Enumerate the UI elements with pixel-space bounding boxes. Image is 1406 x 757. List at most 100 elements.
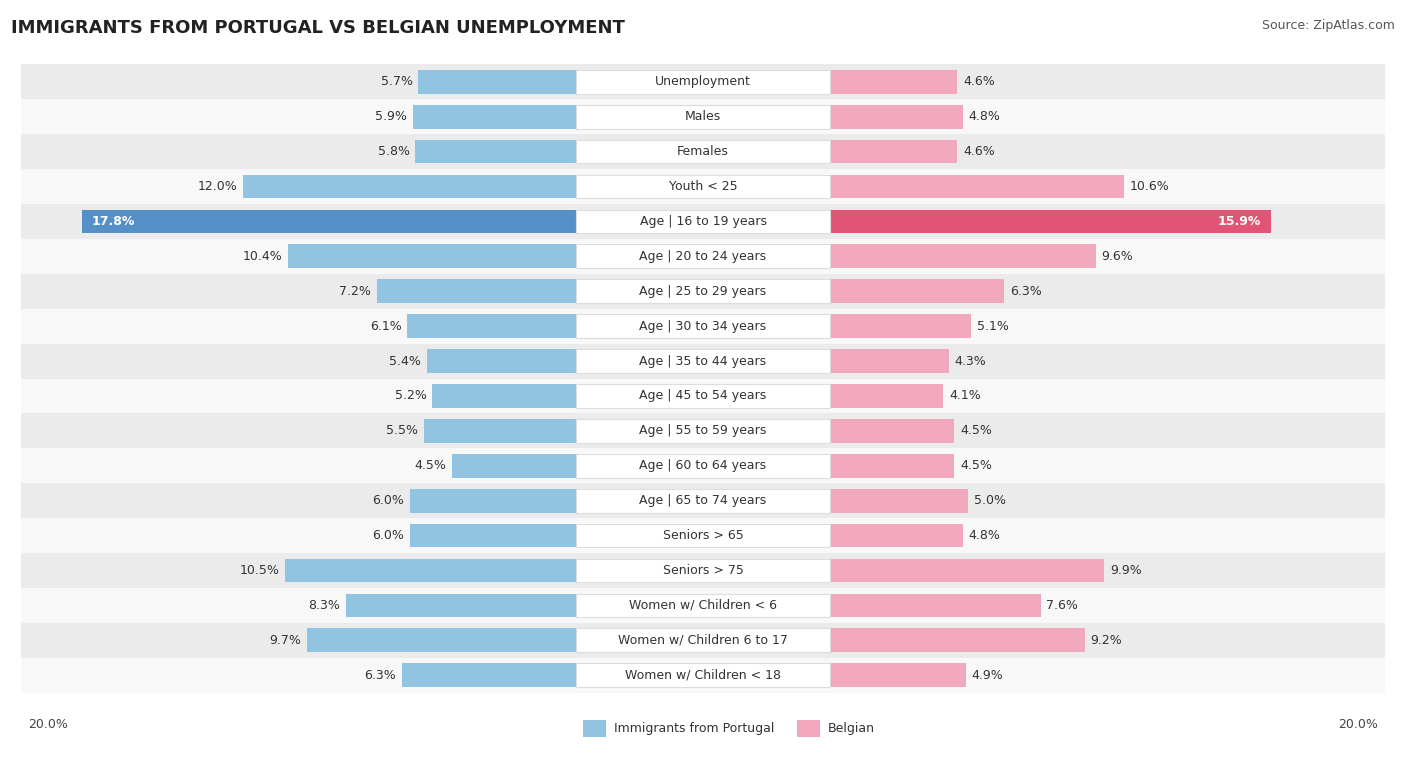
- Text: 6.3%: 6.3%: [364, 668, 396, 682]
- Text: 9.2%: 9.2%: [1091, 634, 1122, 646]
- Bar: [576, 524, 830, 547]
- Bar: [426, 349, 576, 373]
- Text: 4.3%: 4.3%: [955, 354, 987, 368]
- Text: 17.8%: 17.8%: [91, 215, 135, 228]
- Text: 7.6%: 7.6%: [1046, 599, 1078, 612]
- Bar: [377, 279, 576, 303]
- Text: Males: Males: [685, 111, 721, 123]
- Bar: [576, 210, 830, 233]
- Text: 5.2%: 5.2%: [395, 389, 426, 403]
- Bar: [576, 419, 830, 443]
- Bar: [21, 518, 1385, 553]
- Bar: [576, 70, 830, 94]
- Bar: [830, 593, 1040, 617]
- Bar: [830, 104, 963, 129]
- Bar: [243, 175, 576, 198]
- Bar: [576, 489, 830, 512]
- Text: 4.1%: 4.1%: [949, 389, 981, 403]
- Text: 9.6%: 9.6%: [1102, 250, 1133, 263]
- Bar: [288, 245, 576, 268]
- Text: Women w/ Children 6 to 17: Women w/ Children 6 to 17: [619, 634, 787, 646]
- Bar: [423, 419, 576, 443]
- Text: 15.9%: 15.9%: [1218, 215, 1261, 228]
- Text: Seniors > 65: Seniors > 65: [662, 529, 744, 542]
- Bar: [830, 70, 957, 94]
- Bar: [576, 593, 830, 617]
- Text: Age | 35 to 44 years: Age | 35 to 44 years: [640, 354, 766, 368]
- Text: Females: Females: [678, 145, 728, 158]
- Text: Youth < 25: Youth < 25: [669, 180, 737, 193]
- Bar: [307, 628, 576, 653]
- Bar: [830, 489, 969, 512]
- Text: 6.1%: 6.1%: [370, 319, 402, 332]
- Bar: [402, 663, 576, 687]
- Text: Seniors > 75: Seniors > 75: [662, 564, 744, 577]
- Bar: [346, 593, 576, 617]
- Text: Immigrants from Portugal: Immigrants from Portugal: [614, 721, 775, 735]
- Text: 8.3%: 8.3%: [308, 599, 340, 612]
- Text: 4.6%: 4.6%: [963, 145, 994, 158]
- Text: 5.7%: 5.7%: [381, 75, 412, 89]
- Bar: [576, 314, 830, 338]
- Bar: [411, 489, 576, 512]
- Text: 5.8%: 5.8%: [378, 145, 409, 158]
- Text: 5.0%: 5.0%: [974, 494, 1007, 507]
- Text: Women w/ Children < 18: Women w/ Children < 18: [626, 668, 780, 682]
- Text: 10.4%: 10.4%: [242, 250, 283, 263]
- Bar: [830, 628, 1085, 653]
- Bar: [21, 623, 1385, 658]
- Bar: [576, 384, 830, 408]
- Bar: [830, 314, 972, 338]
- Bar: [576, 175, 830, 198]
- Bar: [830, 384, 943, 408]
- Bar: [830, 210, 1271, 233]
- Text: 4.6%: 4.6%: [963, 75, 994, 89]
- Text: 10.5%: 10.5%: [239, 564, 280, 577]
- Text: 4.5%: 4.5%: [960, 459, 993, 472]
- Text: 20.0%: 20.0%: [1339, 718, 1378, 731]
- Bar: [408, 314, 576, 338]
- Bar: [21, 99, 1385, 134]
- Text: 4.8%: 4.8%: [969, 111, 1000, 123]
- Bar: [451, 454, 576, 478]
- Text: 7.2%: 7.2%: [339, 285, 371, 298]
- Text: 5.1%: 5.1%: [977, 319, 1008, 332]
- Text: 6.0%: 6.0%: [373, 529, 405, 542]
- Text: Unemployment: Unemployment: [655, 75, 751, 89]
- Bar: [830, 245, 1097, 268]
- Text: 9.9%: 9.9%: [1111, 564, 1142, 577]
- Bar: [21, 378, 1385, 413]
- Bar: [576, 104, 830, 129]
- Bar: [576, 663, 830, 687]
- Bar: [21, 413, 1385, 448]
- Bar: [21, 64, 1385, 99]
- Bar: [21, 204, 1385, 239]
- Text: 4.5%: 4.5%: [960, 425, 993, 438]
- Bar: [830, 559, 1105, 582]
- Bar: [21, 483, 1385, 518]
- Text: 5.5%: 5.5%: [387, 425, 418, 438]
- Bar: [830, 419, 955, 443]
- Bar: [830, 349, 949, 373]
- Bar: [830, 140, 957, 164]
- Bar: [285, 559, 576, 582]
- Text: 10.6%: 10.6%: [1129, 180, 1170, 193]
- Bar: [21, 553, 1385, 588]
- Text: Age | 55 to 59 years: Age | 55 to 59 years: [640, 425, 766, 438]
- Text: 4.8%: 4.8%: [969, 529, 1000, 542]
- Text: Age | 16 to 19 years: Age | 16 to 19 years: [640, 215, 766, 228]
- Text: 6.0%: 6.0%: [373, 494, 405, 507]
- Bar: [412, 104, 576, 129]
- Text: Age | 45 to 54 years: Age | 45 to 54 years: [640, 389, 766, 403]
- Bar: [576, 454, 830, 478]
- Bar: [21, 169, 1385, 204]
- Bar: [830, 524, 963, 547]
- Text: 20.0%: 20.0%: [28, 718, 67, 731]
- Text: Belgian: Belgian: [828, 721, 875, 735]
- Bar: [830, 454, 955, 478]
- Text: Age | 20 to 24 years: Age | 20 to 24 years: [640, 250, 766, 263]
- Text: Age | 65 to 74 years: Age | 65 to 74 years: [640, 494, 766, 507]
- Bar: [418, 70, 576, 94]
- Bar: [797, 720, 820, 737]
- Bar: [21, 309, 1385, 344]
